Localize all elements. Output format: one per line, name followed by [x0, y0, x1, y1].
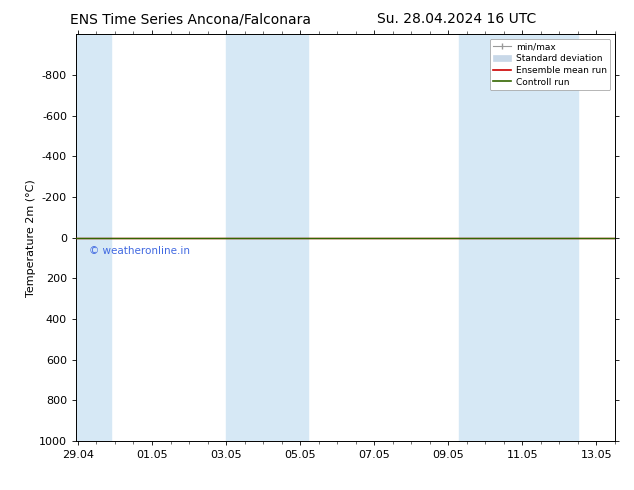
Text: ENS Time Series Ancona/Falconara: ENS Time Series Ancona/Falconara [70, 12, 311, 26]
Bar [226, 34, 307, 441]
Bar [460, 34, 578, 441]
Text: Su. 28.04.2024 16 UTC: Su. 28.04.2024 16 UTC [377, 12, 536, 26]
Legend: min/max, Standard deviation, Ensemble mean run, Controll run: min/max, Standard deviation, Ensemble me… [489, 39, 611, 90]
Bar [76, 34, 111, 441]
Y-axis label: Temperature 2m (°C): Temperature 2m (°C) [26, 179, 36, 296]
Text: © weatheronline.in: © weatheronline.in [89, 246, 190, 256]
